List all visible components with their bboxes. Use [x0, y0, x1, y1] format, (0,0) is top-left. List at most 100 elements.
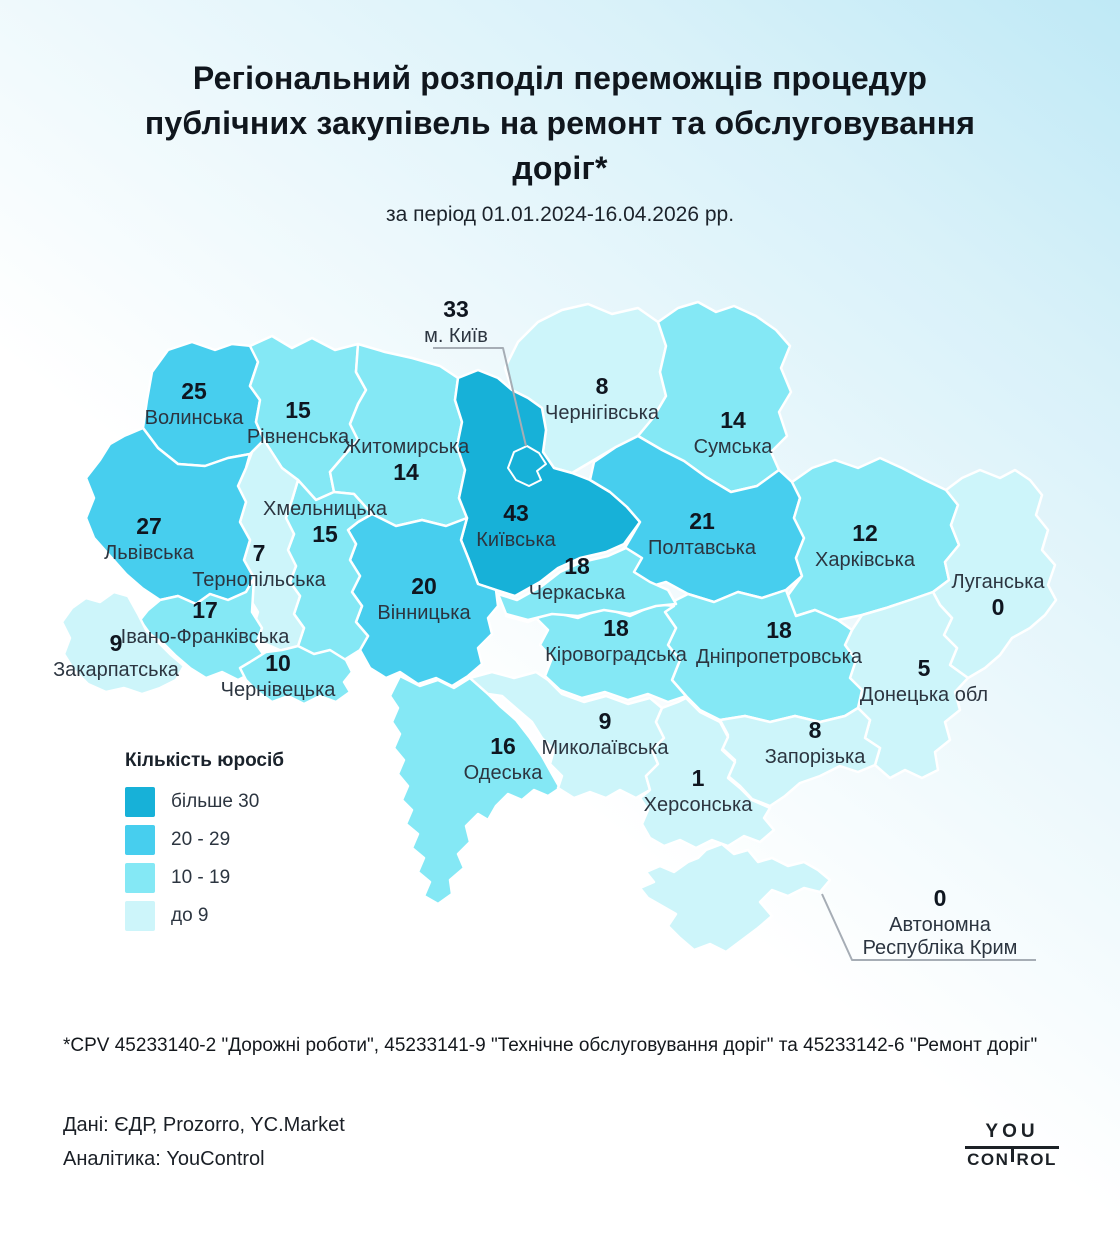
region-label-luhansk: Луганська 0 — [951, 569, 1044, 620]
region-label-kherson: 1 Херсонська — [643, 765, 753, 817]
region-label-ivano_frankivsk: 17 Івано-Франківська — [120, 597, 290, 649]
legend-label: 20 - 29 — [171, 829, 231, 850]
region-name: Волинська — [144, 406, 244, 429]
title-line-2: публічних закупівель на ремонт та обслуг… — [144, 105, 976, 141]
region-name: Хмельницька — [262, 498, 388, 520]
region-label-kyiv_obl: 43 Київська — [476, 500, 556, 552]
region-name: Донецька обл — [859, 683, 989, 706]
region-value: 21 — [689, 508, 715, 534]
region-value: 27 — [136, 513, 162, 539]
region-value: 7 — [252, 540, 266, 566]
logo-text-rol: ROL — [1016, 1150, 1057, 1169]
region-name: Сумська — [693, 435, 773, 458]
period-subtitle: за період 01.01.2024-16.04.2026 рр. — [385, 203, 735, 226]
region-value: 18 — [564, 553, 590, 579]
region-label-zaporizhzhia: 8 Запорізька — [764, 717, 866, 769]
region-value: 0 — [991, 593, 1005, 620]
region-label-chernihiv: 8 Чернігівська — [545, 373, 659, 425]
title-line-1: Регіональний розподіл переможців процеду… — [192, 60, 928, 96]
region-name: Херсонська — [643, 793, 753, 816]
region-label-dnipro: 18 Дніпропетровська — [696, 617, 862, 669]
region-label-cherkasy: 18 Черкаська — [528, 553, 626, 605]
region-shape-chernivtsi — [238, 644, 354, 706]
legend-title: Кількість юросіб — [125, 750, 285, 771]
legend-item-10-19: 10 - 19 — [125, 863, 284, 893]
region-name: Автономна Республіка Крим — [862, 913, 1018, 960]
region-value: 18 — [766, 617, 792, 643]
region-value: 8 — [595, 373, 609, 399]
legend-item-20-29: 20 - 29 — [125, 825, 284, 855]
region-value: 8 — [808, 717, 822, 743]
kyiv-city-leader-line — [433, 347, 527, 447]
legend-label: більше 30 — [171, 791, 260, 812]
region-value: 43 — [503, 500, 529, 526]
region-label-chernivtsi: 10 Чернівецька — [220, 650, 336, 702]
region-shape-poltava — [588, 434, 806, 604]
region-name: Одеська — [463, 761, 543, 784]
region-name: Житомирська — [342, 436, 470, 458]
region-name: Полтавська — [648, 536, 756, 559]
legend: Кількість юросіб більше 30 20 - 29 10 - … — [125, 750, 284, 939]
region-name: Тернопільська — [192, 568, 326, 591]
region-shape-kyiv-city — [507, 445, 547, 487]
region-name: Луганська — [951, 571, 1045, 593]
logo-divider-line — [965, 1146, 1059, 1149]
region-label-ternopil: 7 Тернопільська — [192, 540, 326, 592]
logo-text-control: CON ROL — [965, 1149, 1059, 1170]
region-value: 15 — [285, 397, 311, 423]
region-name: Рівненська — [246, 425, 350, 448]
region-label-odesa: 16 Одеська — [463, 733, 543, 785]
region-shape-zakarpattia — [60, 590, 186, 696]
region-name: Чернігівська — [545, 401, 659, 424]
region-label-sumy: 14 Сумська — [693, 407, 773, 459]
crimea-leader-line — [821, 893, 1036, 961]
region-name: Харківська — [815, 548, 915, 571]
region-shape-crimea — [638, 842, 832, 954]
region-value: 15 — [312, 520, 338, 547]
legend-swatch-more-30 — [125, 787, 155, 817]
region-name: Запорізька — [764, 745, 866, 768]
region-name: Закарпатська — [53, 658, 179, 681]
region-label-donetsk: 5 Донецька обл — [859, 655, 989, 707]
region-label-zhytomyr: Житомирська 14 — [343, 434, 469, 485]
region-name: Івано-Франківська — [120, 625, 290, 648]
region-value: 0 — [933, 885, 947, 911]
region-name: Дніпропетровська — [696, 645, 862, 668]
region-value: 33 — [443, 296, 469, 322]
page-title: Регіональний розподіл переможців процеду… — [60, 56, 1060, 191]
region-label-khmelnytskyi: Хмельницька 15 — [263, 496, 387, 547]
region-name: Кіровоградська — [545, 643, 687, 666]
legend-swatch-under-9 — [125, 901, 155, 931]
region-label-kharkiv: 12 Харківська — [815, 520, 915, 572]
legend-swatch-20-29 — [125, 825, 155, 855]
region-name: Чернівецька — [220, 678, 336, 701]
region-value: 14 — [720, 407, 746, 433]
region-value: 12 — [852, 520, 878, 546]
region-label-volyn: 25 Волинська — [144, 378, 244, 430]
region-value: 14 — [393, 458, 419, 485]
region-value: 16 — [490, 733, 516, 759]
logo-t-stem — [1011, 1149, 1015, 1162]
legend-label: 10 - 19 — [171, 867, 231, 888]
region-label-vinnytsia: 20 Вінницька — [377, 573, 470, 625]
legend-label: до 9 — [171, 905, 209, 926]
region-label-kirovohrad: 18 Кіровоградська — [545, 615, 687, 667]
region-label-kyiv_city: 33 м. Київ — [424, 296, 488, 348]
region-label-lviv: 27 Львівська — [104, 513, 194, 565]
region-shape-sumy — [636, 300, 793, 494]
region-shape-kherson — [638, 696, 776, 850]
region-shape-kyiv-oblast — [453, 368, 642, 598]
region-value: 5 — [917, 655, 931, 681]
region-value: 9 — [598, 708, 612, 734]
region-name: Миколаївська — [541, 736, 669, 759]
legend-item-more-30: більше 30 — [125, 787, 284, 817]
region-label-mykolaiv: 9 Миколаївська — [541, 708, 669, 760]
region-label-crimea: 0 Автономна Республіка Крим — [855, 885, 1025, 961]
region-name: Львівська — [104, 541, 194, 564]
region-name: Черкаська — [528, 581, 626, 604]
region-label-zakarpattia: 9 Закарпатська — [53, 630, 179, 682]
region-shape-odesa — [388, 674, 562, 906]
logo-text-con: CON — [967, 1150, 1010, 1169]
